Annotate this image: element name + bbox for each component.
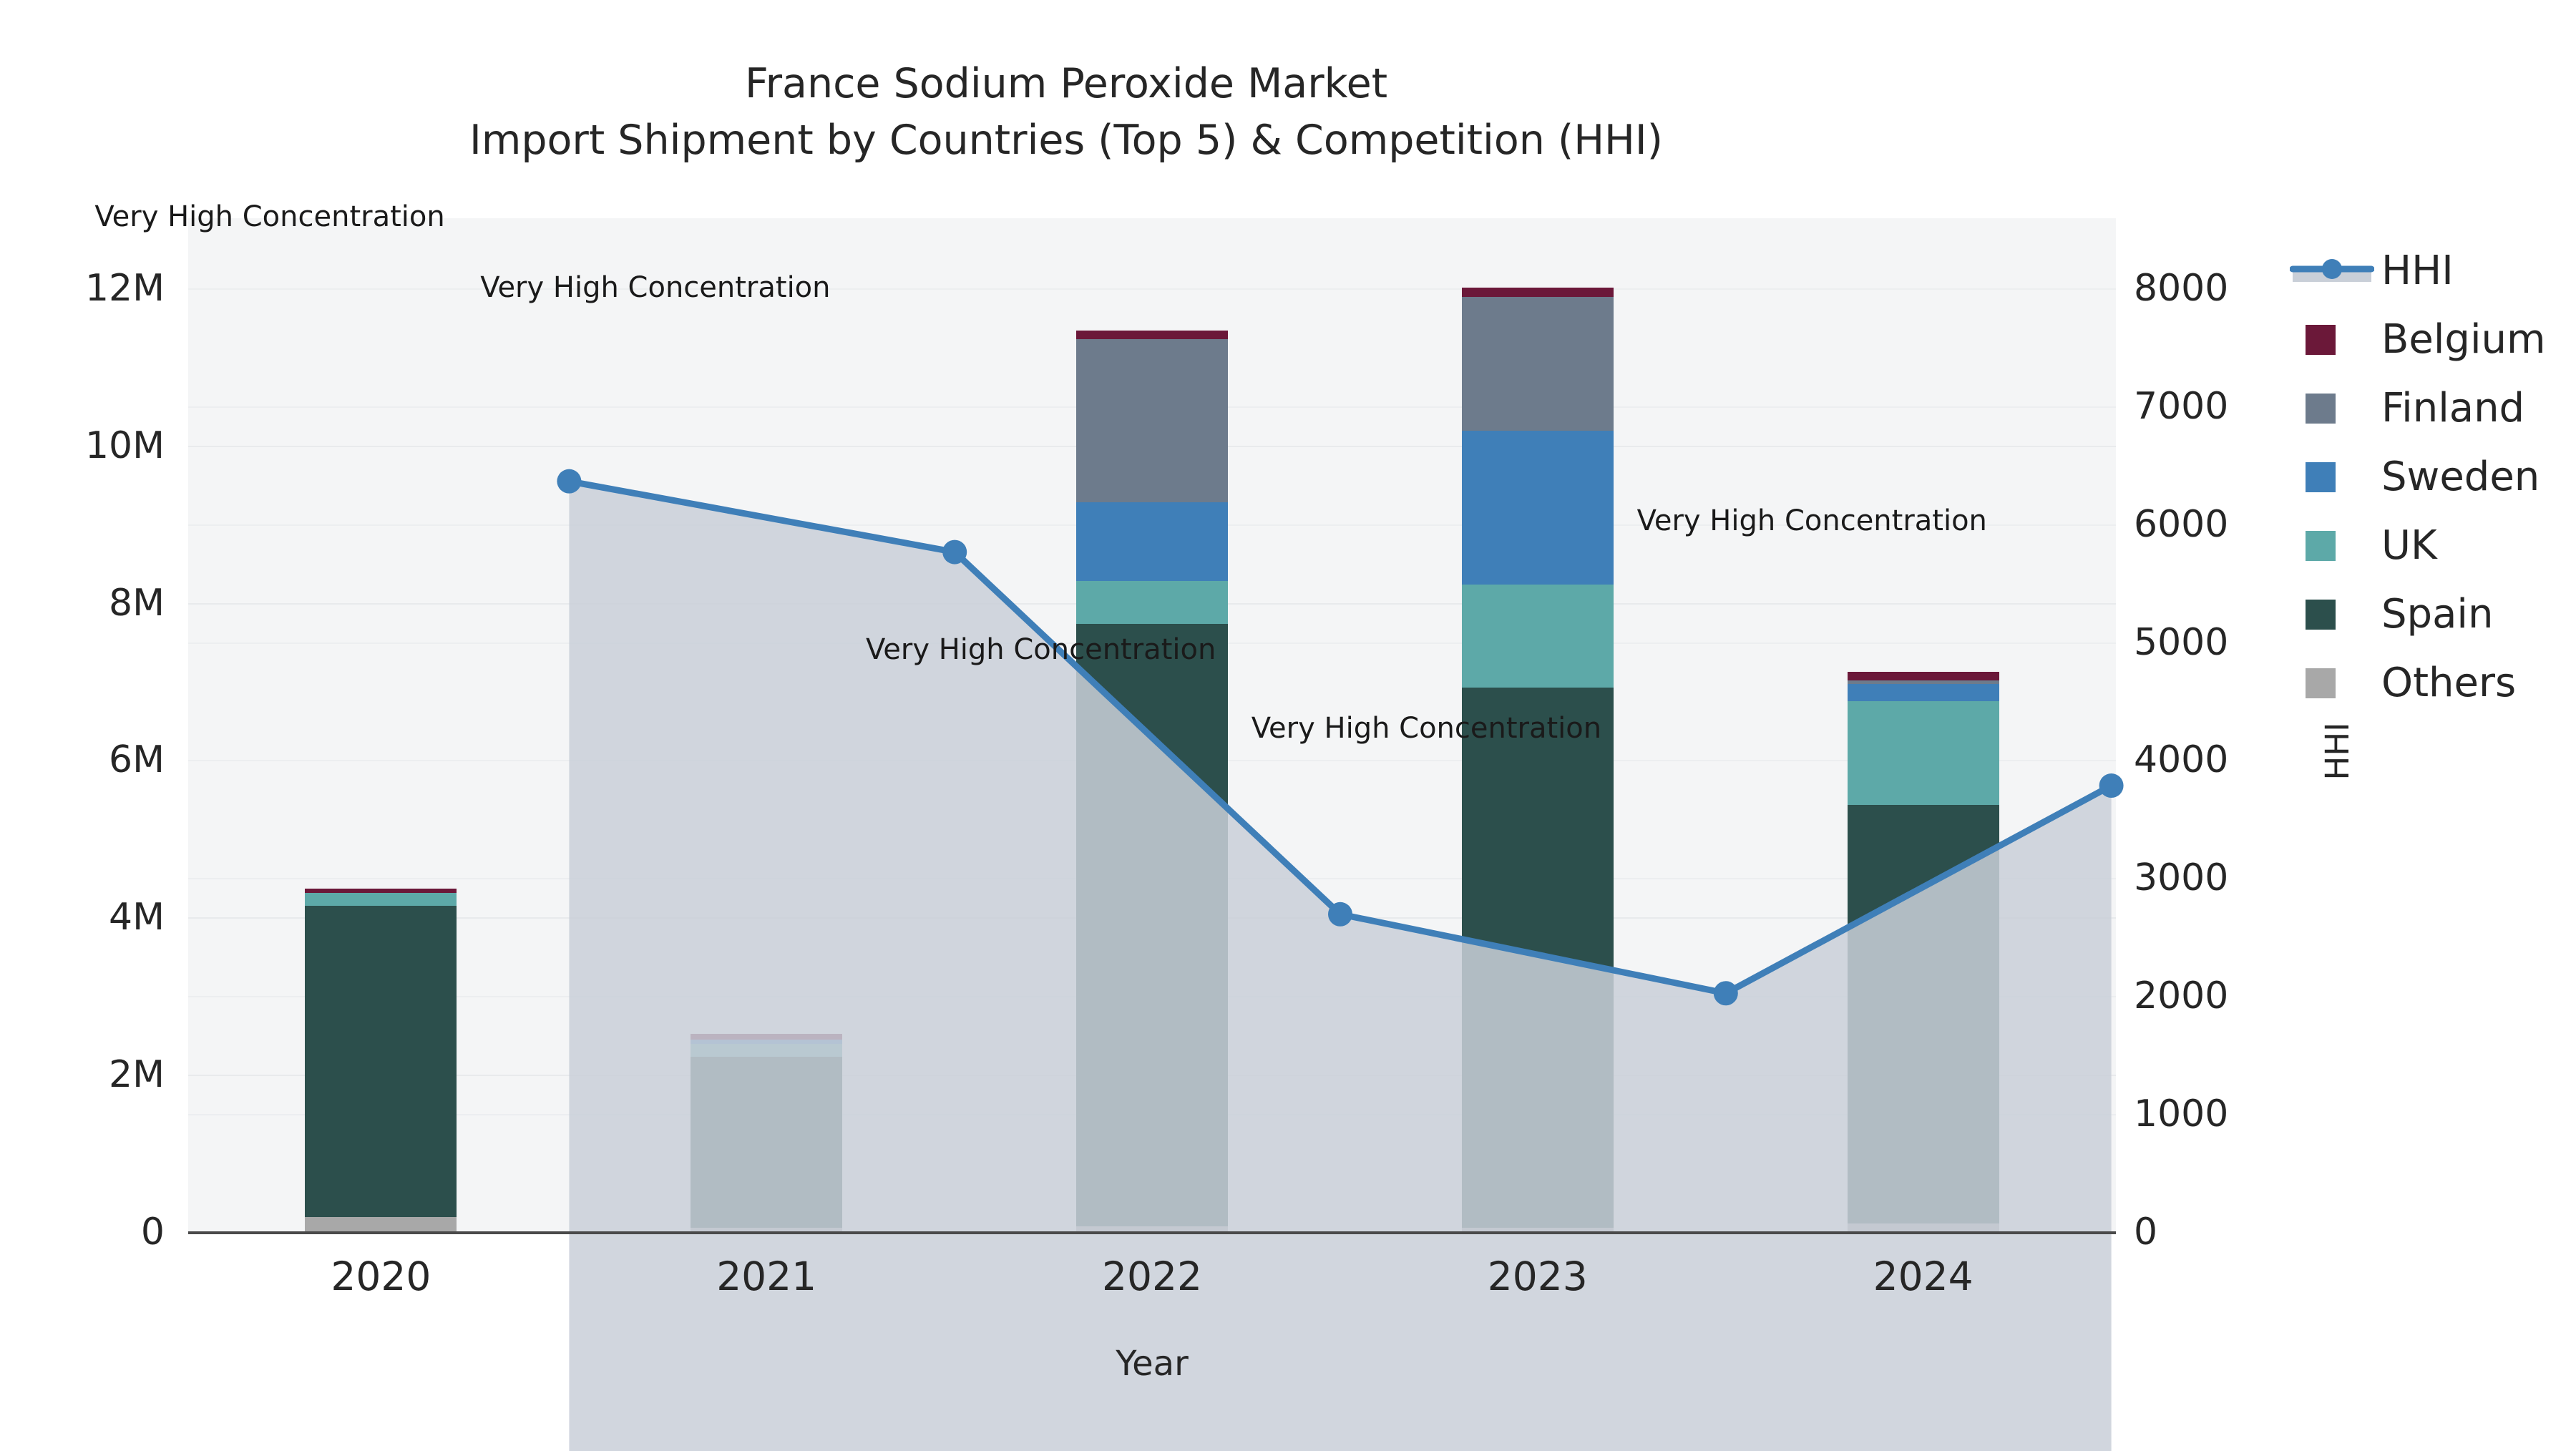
hhi-marker-2024[interactable] bbox=[2099, 773, 2124, 798]
legend-label-belgium: Belgium bbox=[2381, 316, 2546, 363]
x-axis-line bbox=[188, 1231, 2116, 1234]
bar-segment-2023-finland[interactable] bbox=[1461, 296, 1614, 431]
legend-line-icon bbox=[2289, 255, 2375, 288]
legend-label-sweden: Sweden bbox=[2381, 454, 2540, 500]
bar-segment-2024-finland[interactable] bbox=[1847, 680, 1999, 684]
gridline-right-8 bbox=[188, 288, 2116, 290]
bar-segment-2024-belgium[interactable] bbox=[1847, 672, 1999, 681]
legend-item-spain[interactable]: Spain bbox=[2290, 580, 2576, 648]
bar-segment-2022-uk[interactable] bbox=[1076, 580, 1228, 625]
legend-item-sweden[interactable]: Sweden bbox=[2290, 442, 2576, 511]
legend-item-hhi[interactable]: HHI bbox=[2289, 236, 2576, 305]
hhi-marker-2022[interactable] bbox=[1328, 902, 1352, 927]
hhi-marker-2020[interactable] bbox=[557, 469, 582, 494]
annotation-2024: Very High Concentration bbox=[1636, 504, 1987, 538]
y-tick-left-6M: 6M bbox=[109, 738, 165, 782]
annotation-2021: Very High Concentration bbox=[480, 270, 831, 304]
bar-segment-2020-others[interactable] bbox=[305, 1217, 457, 1233]
chart-legend: HHI Belgium Finland Sweden UK Spain Others bbox=[2289, 236, 2576, 717]
bar-segment-2022-finland[interactable] bbox=[1076, 339, 1228, 502]
plot-area bbox=[188, 218, 2124, 1451]
legend-label-spain: Spain bbox=[2381, 591, 2494, 637]
x-tick-2021: 2021 bbox=[716, 1254, 817, 1299]
bar-segment-2020-uk[interactable] bbox=[305, 893, 457, 906]
bar-segment-2024-uk[interactable] bbox=[1847, 700, 1999, 806]
bar-segment-2023-belgium[interactable] bbox=[1461, 287, 1614, 297]
y-tick-right-1000: 1000 bbox=[2134, 1093, 2229, 1136]
legend-swatch-sweden bbox=[2306, 462, 2336, 492]
legend-item-uk[interactable]: UK bbox=[2290, 511, 2576, 580]
legend-label-uk: UK bbox=[2381, 522, 2437, 569]
x-axis-label: Year bbox=[1116, 1344, 1189, 1384]
y-tick-right-5000: 5000 bbox=[2134, 620, 2229, 664]
y-tick-left-12M: 12M bbox=[84, 266, 165, 310]
bar-segment-2020-belgium[interactable] bbox=[305, 888, 457, 894]
y-tick-right-2000: 2000 bbox=[2134, 974, 2229, 1018]
y-tick-right-8000: 8000 bbox=[2134, 266, 2229, 310]
y-tick-right-4000: 4000 bbox=[2134, 738, 2229, 782]
bar-segment-2022-belgium[interactable] bbox=[1076, 331, 1228, 340]
legend-swatch-others bbox=[2306, 668, 2336, 698]
y-tick-right-3000: 3000 bbox=[2134, 856, 2229, 900]
annotation-2022: Very High Concentration bbox=[866, 632, 1216, 666]
chart-title-block: France Sodium Peroxide Market Import Shi… bbox=[0, 56, 2132, 168]
legend-item-belgium[interactable]: Belgium bbox=[2290, 305, 2576, 373]
bar-segment-2022-sweden[interactable] bbox=[1076, 502, 1228, 581]
legend-item-finland[interactable]: Finland bbox=[2290, 373, 2576, 442]
legend-swatch-belgium bbox=[2306, 325, 2336, 355]
legend-swatch-uk bbox=[2306, 531, 2336, 561]
y-tick-left-2M: 2M bbox=[109, 1053, 165, 1097]
hhi-marker-2023[interactable] bbox=[1713, 981, 1738, 1006]
y-tick-left-0: 0 bbox=[140, 1211, 165, 1254]
legend-label-hhi: HHI bbox=[2381, 248, 2454, 294]
bar-segment-2020-spain[interactable] bbox=[305, 905, 457, 1217]
y-tick-left-4M: 4M bbox=[109, 896, 165, 939]
legend-swatch-spain bbox=[2306, 600, 2336, 630]
annotation-2023: Very High Concentration bbox=[1251, 712, 1602, 746]
hhi-series bbox=[557, 469, 2124, 1451]
bar-segment-2023-sweden[interactable] bbox=[1461, 430, 1614, 585]
legend-item-others[interactable]: Others bbox=[2290, 648, 2576, 717]
hhi-marker-2021[interactable] bbox=[942, 539, 967, 565]
legend-label-others: Others bbox=[2381, 660, 2517, 706]
chart-subtitle: Import Shipment by Countries (Top 5) & C… bbox=[469, 116, 1663, 164]
bar-segment-2024-sweden[interactable] bbox=[1847, 683, 1999, 701]
y-tick-left-10M: 10M bbox=[84, 424, 165, 467]
legend-label-finland: Finland bbox=[2381, 385, 2525, 431]
annotation-2020: Very High Concentration bbox=[94, 200, 445, 233]
x-tick-2020: 2020 bbox=[331, 1254, 431, 1299]
x-tick-2022: 2022 bbox=[1102, 1254, 1202, 1299]
bar-segment-2023-uk[interactable] bbox=[1461, 585, 1614, 688]
y-tick-left-8M: 8M bbox=[109, 581, 165, 625]
x-tick-2024: 2024 bbox=[1873, 1254, 1974, 1299]
chart-title: France Sodium Peroxide Market bbox=[744, 60, 1388, 107]
y-tick-right-0: 0 bbox=[2134, 1211, 2158, 1254]
legend-swatch-finland bbox=[2306, 394, 2336, 424]
y-tick-right-6000: 6000 bbox=[2134, 502, 2229, 546]
y-tick-right-7000: 7000 bbox=[2134, 384, 2229, 428]
hhi-area-fill bbox=[569, 481, 2112, 1451]
x-tick-2023: 2023 bbox=[1487, 1254, 1588, 1299]
